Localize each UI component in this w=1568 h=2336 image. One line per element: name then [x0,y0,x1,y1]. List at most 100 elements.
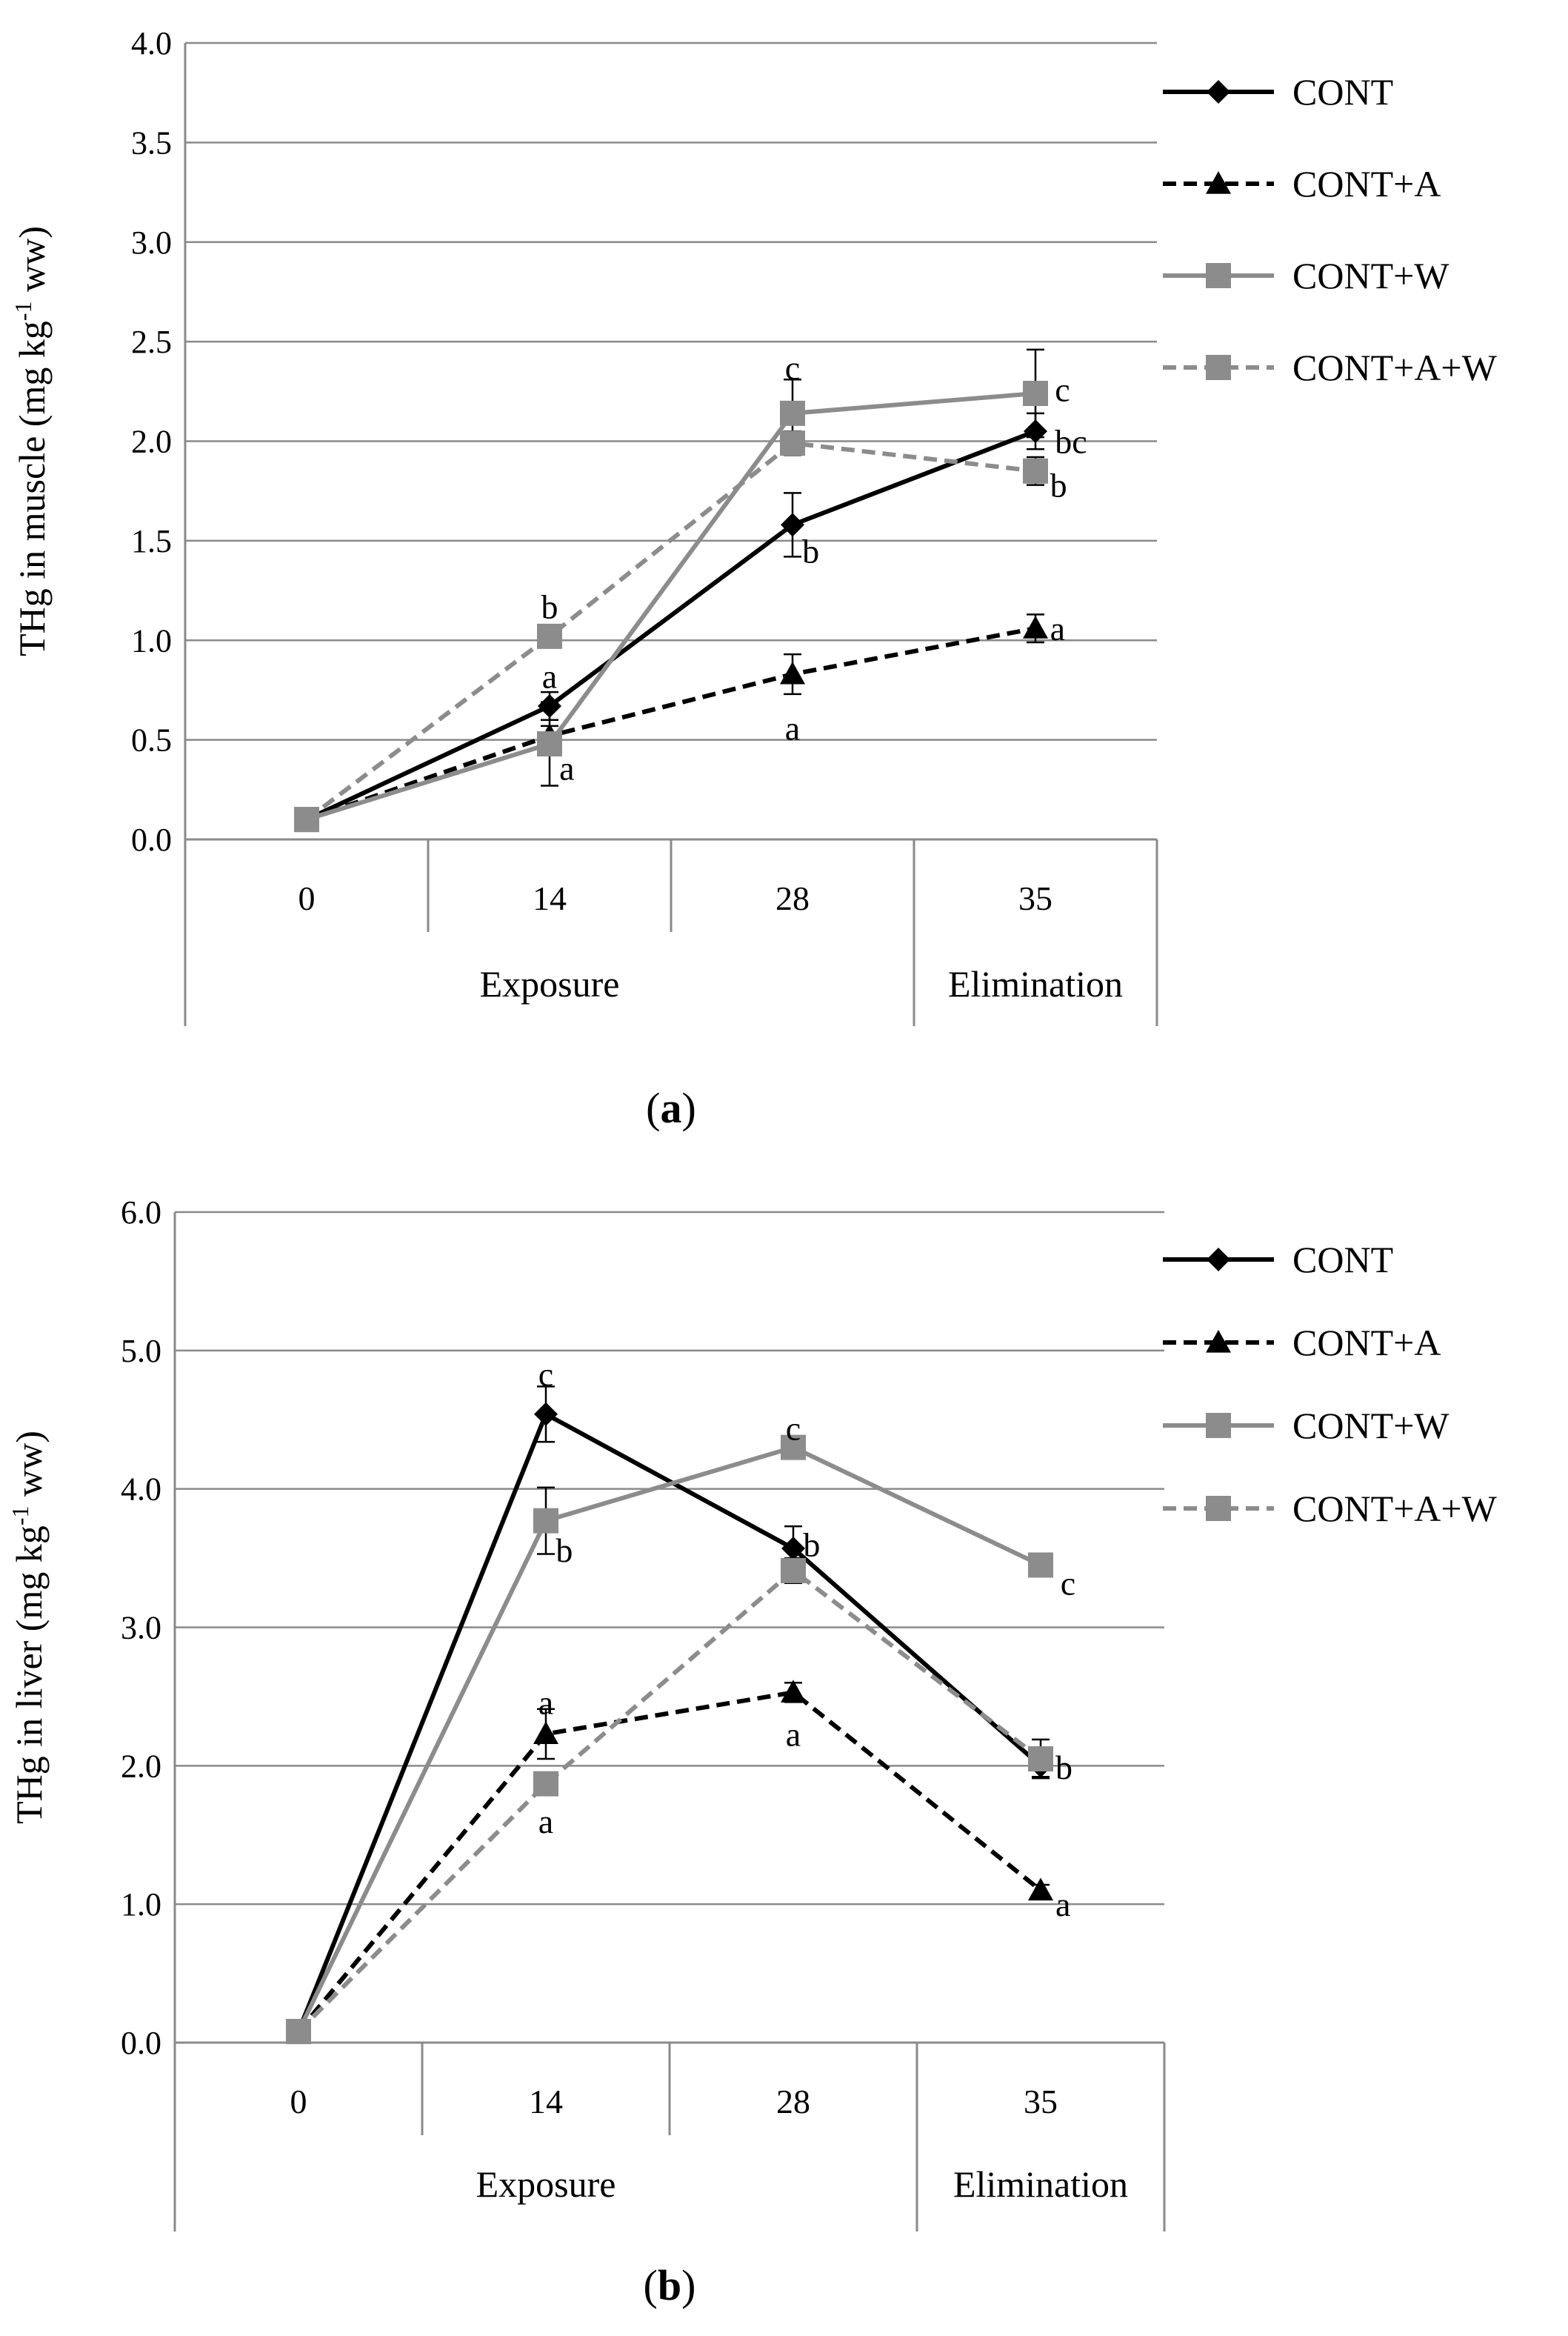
significance-letter: bc [1055,423,1087,461]
series-cont-plus-a-plus-w [286,1557,1053,2045]
significance-letter: c [1061,1565,1075,1603]
significance-letter: a [1050,610,1065,648]
y-tick-label: 2.5 [131,324,172,360]
series-line [306,626,1036,822]
y-tick-label: 1.0 [121,1886,161,1923]
data-point [1023,616,1048,639]
series-line [296,1690,1042,2033]
data-point [781,1537,805,1561]
y-tick-label: 3.0 [121,1610,161,1646]
significance-letter: a [559,749,574,787]
series-cont-plus-w [294,348,1048,833]
significance-letter: a [1055,1886,1070,1923]
significance-letter: a [785,710,800,748]
significance-letter: b [1055,1748,1072,1786]
y-tick-label: 2.0 [131,424,172,460]
legend-swatch-marker [1207,80,1230,104]
x-group-label: Elimination [948,963,1123,1005]
series-cont-plus-a [286,1680,1053,2042]
legend-label: CONT+A [1292,163,1441,204]
significance-letter: c [1055,371,1070,409]
x-tick-label: 28 [776,2083,810,2120]
series-cont-plus-a-plus-w [294,430,1048,833]
significance-letter: c [785,349,800,387]
y-axis-label: THg in liver (mg kg-1 ww) [7,1431,50,1824]
data-point [1028,1877,1053,1901]
significance-letter: a [538,1683,553,1721]
panel-label-open: ( [644,2261,658,2309]
legend-entry: CONT+W [1163,255,1449,296]
y-tick-label: 1.0 [131,622,172,659]
series-cont-plus-w [286,1434,1053,2045]
significance-letter: b [1050,467,1067,505]
chart-panel-a: 0.0 0.5 1.0 1.5 2.0 2.5 3.0 3.5 4.0 0 14 28 35 Exposu… [10,25,1498,1132]
data-point [286,2019,311,2045]
data-point [781,1680,806,1703]
panel-label-letter: a [661,1084,682,1132]
legend-swatch-marker [1206,263,1231,288]
legend-entry: CONT+W [1163,1405,1449,1446]
series-line [305,429,1037,822]
data-point [1028,1746,1053,1771]
y-tick-label: 1.5 [131,523,172,559]
significance-letter: c [538,1356,553,1394]
legend-label: CONT+A [1292,1322,1441,1363]
data-point [781,513,804,537]
y-tick-label: 4.0 [131,25,172,61]
series-line [296,1568,1042,2034]
y-axis-label-superscript: -1 [10,302,36,322]
y-axis-label-tail: ww) [8,1431,50,1505]
data-point [537,623,562,649]
x-tick-label: 28 [775,879,810,917]
series-line [306,391,1036,822]
panel-label-letter: b [658,2261,681,2309]
y-tick-label: 0.0 [121,2025,161,2061]
data-point [1023,381,1048,406]
x-tick-label: 14 [533,879,567,917]
significance-letter: b [541,588,558,626]
x-tick-label: 0 [298,879,316,917]
y-axis-label-main: THg in muscle (mg kg [11,321,53,656]
legend-entry: CONT [1163,71,1393,113]
data-point [780,661,805,685]
legend-swatch-marker [1206,1413,1231,1438]
legend-entry: CONT+A [1163,1322,1441,1363]
data-point [780,400,805,426]
chart-panel-b: 0.0 1.0 2.0 3.0 4.0 5.0 6.0 0 14 28 35 Exposure Elim… [7,1194,1498,2309]
x-tick-label: 0 [290,2083,307,2120]
data-point [534,1402,558,1426]
series-line [305,441,1036,822]
y-axis-label-main: THg in liver (mg kg [8,1525,50,1824]
significance-letter: a [542,658,557,696]
data-point [781,1557,806,1583]
significance-letter: c [786,1409,801,1447]
data-point [781,1434,806,1460]
series-line [296,1445,1042,2033]
y-axis-label-superscript: -1 [7,1506,33,1526]
data-point [1028,1552,1053,1578]
legend-swatch-marker [1206,171,1231,194]
y-tick-label: 6.0 [121,1194,161,1231]
series-cont [295,412,1047,832]
y-axis-label-tail: ww) [11,226,53,301]
y-tick-label: 3.5 [131,124,172,161]
legend-swatch-marker [1206,355,1231,380]
data-point [533,1508,558,1534]
y-tick-label: 0.5 [131,722,172,759]
legend-label: CONT [1292,1239,1393,1280]
legend-entry: CONT+A [1163,163,1441,204]
data-point [294,807,319,833]
panel-label-close: ) [681,2261,695,2309]
panel-label-open: ( [646,1084,660,1132]
x-tick-label: 14 [529,2083,563,2120]
significance-letter: b [803,1525,820,1563]
y-tick-label: 2.0 [121,1748,161,1784]
significance-letter: b [802,532,819,570]
significance-letter: a [538,1803,553,1840]
data-point [1023,458,1048,484]
panel-label: (b) [644,2261,696,2309]
y-tick-label: 3.0 [131,224,172,261]
significance-letter: a [786,1715,801,1753]
legend-swatch-marker [1206,1496,1231,1521]
